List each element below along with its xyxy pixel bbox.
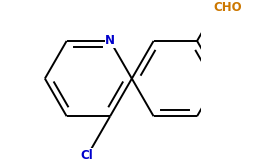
Text: CHO: CHO xyxy=(214,1,242,14)
Text: N: N xyxy=(105,34,115,47)
Text: Cl: Cl xyxy=(80,149,93,162)
